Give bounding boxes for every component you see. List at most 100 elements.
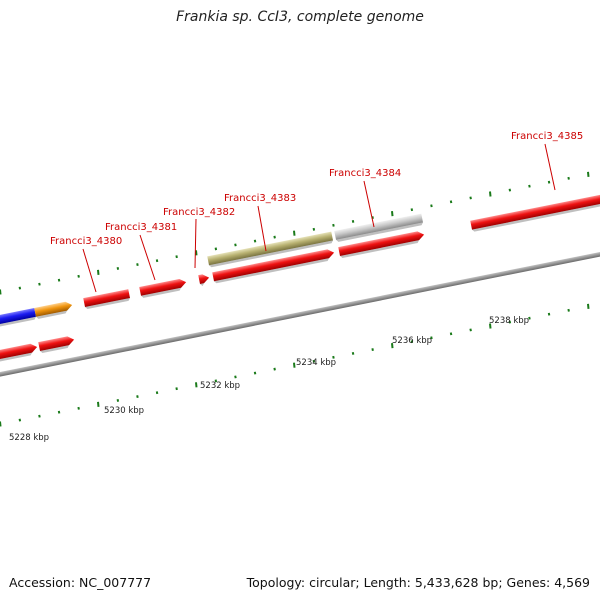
feature-shadow bbox=[336, 222, 423, 242]
gene-label: Francci3_4384 bbox=[329, 168, 401, 179]
label-layer: Francci3_4380 Francci3_4381 Francci3_4382 F… bbox=[9, 131, 583, 443]
feature-shadow bbox=[200, 283, 205, 287]
outer-scale-tick bbox=[97, 269, 100, 275]
feature-body bbox=[34, 301, 73, 317]
feature-shadow bbox=[0, 316, 37, 329]
feature-shadow bbox=[0, 352, 33, 364]
outer-scale-tick bbox=[116, 267, 120, 270]
inner-scale-tick bbox=[116, 399, 120, 402]
inner-scale-tick bbox=[332, 355, 335, 359]
outer-scale-tick bbox=[175, 255, 178, 259]
inner-scale-tick bbox=[528, 316, 531, 320]
outer-scale-tick bbox=[351, 219, 355, 223]
scale-label: 5238 kbp bbox=[489, 316, 529, 326]
inner-scale-tick bbox=[214, 379, 218, 383]
inner-scale-tick bbox=[371, 348, 374, 351]
gene-label: Francci3_4385 bbox=[511, 131, 583, 142]
gene-label: Francci3_4382 bbox=[163, 207, 235, 218]
inner-scale-tick bbox=[587, 303, 590, 309]
outer-scale-tick bbox=[57, 278, 61, 282]
feature-shadow bbox=[36, 310, 68, 319]
feature-orange bbox=[34, 301, 73, 319]
outer-scale-tick bbox=[391, 211, 394, 217]
feature-body bbox=[212, 249, 335, 282]
feature-shadow bbox=[209, 240, 334, 268]
genome-summary-text: Topology: circular; Length: 5,433,628 bp… bbox=[246, 575, 590, 590]
outer-scale-tick bbox=[312, 227, 316, 231]
inner-scale-tick bbox=[410, 340, 414, 344]
feature-blue bbox=[0, 307, 37, 329]
cds-arrow-short bbox=[198, 274, 210, 287]
outer-scale-tick bbox=[410, 208, 414, 212]
outer-scale-tick bbox=[547, 180, 551, 184]
inner-scale-tick bbox=[77, 406, 80, 410]
feature-body bbox=[338, 231, 425, 256]
cds-arrow bbox=[338, 231, 425, 259]
map-title: Frankia sp. CcI3, complete genome bbox=[176, 9, 424, 25]
gene-label-leader bbox=[139, 234, 156, 281]
gene-label-leader bbox=[363, 180, 375, 228]
gene-label: Francci3_4383 bbox=[224, 193, 296, 204]
inner-scale-tick bbox=[547, 312, 551, 316]
inner-scale-tick bbox=[18, 418, 22, 422]
scale-tick-layer bbox=[0, 171, 590, 427]
inner-scale-tick bbox=[489, 323, 492, 329]
inner-scale-tick bbox=[449, 332, 453, 336]
scale-label: 5230 kbp bbox=[104, 406, 144, 416]
feature-body bbox=[139, 278, 187, 296]
feature-shadow bbox=[214, 258, 330, 284]
outer-scale-tick bbox=[273, 235, 276, 239]
outer-scale-tick bbox=[77, 274, 80, 278]
feature-body bbox=[0, 343, 38, 361]
scale-label: 5236 kbp bbox=[392, 336, 432, 346]
inner-scale-tick bbox=[469, 328, 472, 332]
feature-gray bbox=[334, 213, 423, 242]
cds-arrow bbox=[139, 278, 187, 298]
feature-shadow bbox=[141, 287, 182, 298]
inner-scale-tick bbox=[567, 308, 570, 312]
inner-scale-tick bbox=[312, 359, 316, 363]
feature-body bbox=[38, 336, 75, 351]
outer-scale-tick bbox=[38, 282, 41, 286]
outer-scale-tick bbox=[214, 247, 218, 251]
feature-body bbox=[0, 307, 37, 326]
outer-scale-tick bbox=[489, 191, 492, 197]
scale-label: 5232 kbp bbox=[200, 381, 240, 391]
outer-scale-tick bbox=[0, 289, 2, 295]
outer-scale-tick bbox=[155, 259, 159, 263]
feature-body bbox=[334, 213, 423, 240]
inner-scale-tick bbox=[0, 421, 2, 427]
gene-label-leader bbox=[194, 218, 197, 269]
feature-shadow bbox=[40, 345, 70, 354]
inner-scale-tick bbox=[175, 387, 178, 391]
gene-label: Francci3_4381 bbox=[105, 222, 177, 233]
scale-label: 5228 kbp bbox=[9, 433, 49, 443]
feature-body bbox=[198, 274, 210, 284]
gene-label-leader bbox=[82, 248, 97, 293]
inner-scale-tick bbox=[136, 395, 139, 399]
gene-label-leader bbox=[544, 143, 556, 191]
outer-scale-tick bbox=[430, 204, 433, 208]
accession-text: Accession: NC_007777 bbox=[9, 575, 152, 590]
feature-body bbox=[207, 231, 334, 266]
inner-scale-tick bbox=[430, 336, 433, 340]
inner-scale-tick bbox=[234, 375, 237, 379]
cds-arrow bbox=[38, 336, 75, 354]
feature-shadow bbox=[340, 240, 420, 259]
outer-scale-tick bbox=[195, 250, 198, 256]
genome-backbone-layer bbox=[0, 238, 600, 381]
backbone-line bbox=[0, 238, 600, 381]
gene-label: Francci3_4380 bbox=[50, 236, 122, 247]
inner-scale-tick bbox=[273, 367, 276, 371]
inner-scale-tick bbox=[351, 351, 355, 355]
feature-layer bbox=[0, 193, 600, 364]
inner-scale-tick bbox=[155, 391, 159, 395]
inner-scale-tick bbox=[391, 343, 394, 349]
outer-scale-tick bbox=[567, 176, 570, 180]
cds-arrow bbox=[212, 249, 335, 284]
cds-block bbox=[470, 193, 600, 232]
outer-scale-tick bbox=[508, 188, 512, 192]
outer-scale-tick bbox=[253, 239, 257, 243]
inner-scale-tick bbox=[38, 414, 41, 418]
